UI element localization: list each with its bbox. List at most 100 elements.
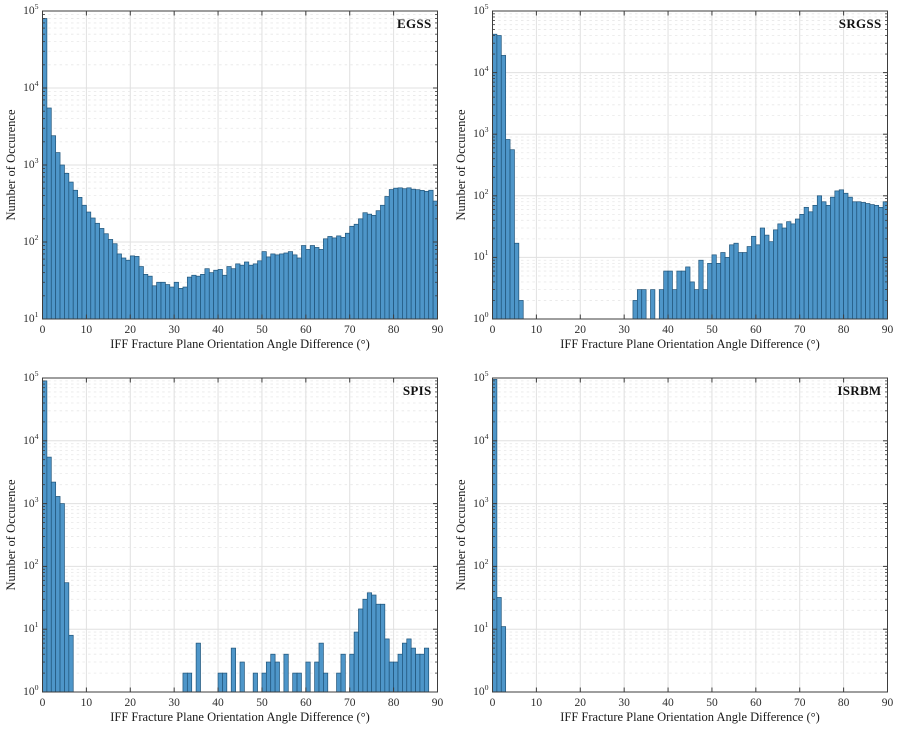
histogram-bar [244,261,250,320]
x-tick-label: 20 [124,697,137,709]
histogram-bar [64,582,70,693]
histogram-bar [393,187,399,320]
x-tick-label: 30 [618,324,630,336]
x-tick-label: 60 [300,324,312,336]
histogram-bar [843,192,849,320]
histogram-bar [46,107,52,320]
axes-box [492,10,888,320]
histogram-bar [279,253,285,320]
histogram-bar [790,223,796,320]
histogram-bar [658,289,665,320]
histogram-bar [786,221,792,320]
histogram-bar [213,269,219,320]
axes-box [42,377,438,693]
histogram-bar [340,653,346,693]
histogram-bar [217,672,223,693]
histogram-bar [77,197,83,320]
y-tick-label: 104 [23,431,39,447]
histogram-bar [492,379,498,693]
histogram-bar [380,204,386,320]
histogram-bar [160,281,166,320]
x-tick-label: 0 [489,697,496,709]
histogram-bar [388,189,394,320]
histogram-bar [650,289,656,320]
y-tick-label: 102 [23,557,39,573]
histogram-bar [55,496,61,693]
histogram-bar [208,272,215,320]
histogram-bar [72,189,78,320]
x-tick-label: 90 [431,697,444,709]
histogram-bar [134,256,140,320]
axis-ticks [492,10,888,320]
x-tick-label: 60 [750,697,762,709]
histogram-bar [169,286,175,320]
histogram-bar [283,252,289,320]
histogram-bar [314,661,320,693]
histogram-bar [388,661,394,693]
x-tick-label: 40 [662,324,674,336]
histogram-bar [204,268,210,320]
x-tick-label: 60 [300,697,312,709]
x-tick-label: 50 [706,324,718,336]
histogram-bar [270,653,276,693]
histogram-bar [689,281,695,320]
y-tick-label: 105 [473,369,489,384]
histogram-bar [514,242,520,320]
histogram-bars [492,379,507,693]
histogram-bar [50,135,57,320]
x-tick-label: 80 [387,697,400,709]
histogram-bar [226,266,232,320]
histogram-bar [737,252,744,320]
histogram-bar [230,647,236,693]
x-tick-label: 80 [837,697,850,709]
histogram-bar [353,631,359,693]
spis-plot [42,377,438,693]
histogram-bar [496,597,502,693]
histogram-bar [803,206,809,320]
histogram-bar [261,672,267,693]
histogram-bar [200,274,206,320]
y-tick-label: 103 [473,125,489,141]
histogram-bar [380,603,386,693]
histogram-bar [46,456,52,693]
histogram-bar [812,204,818,320]
y-tick-label: 101 [473,620,489,636]
histogram-bar [156,281,162,320]
histogram-bars [492,33,888,320]
histogram-bar [248,264,254,320]
histogram-bar [287,251,294,320]
histogram-bar [384,196,390,320]
histogram-bar [410,647,416,693]
histogram-bar [112,243,118,320]
histogram-bar [808,211,814,320]
srgss-plot [492,10,888,320]
histogram-bar [680,270,686,320]
histogram-bar [636,289,643,320]
histogram-bar [415,189,421,320]
histogram-bar [257,260,263,320]
histogram-bar [773,229,779,320]
egss-plot [42,10,438,320]
histogram-bar [55,152,61,320]
y-tick-label: 103 [23,156,39,171]
histogram-bar [274,254,280,320]
histogram-bar [147,275,153,320]
y-tick-label: 104 [473,431,489,447]
y-tick-label: 102 [473,557,489,573]
histogram-bar [371,594,377,693]
histogram-bar [230,268,236,320]
histogram-bar [707,263,713,320]
histogram-bar [173,281,179,320]
histogram-bar [296,672,302,693]
histogram-bar [305,249,311,320]
histogram-bar [384,638,390,693]
histogram-bar [423,647,430,693]
histogram-bar [349,225,355,320]
histogram-bar [265,661,272,693]
histogram-bar [107,239,114,320]
histogram-bar [305,661,311,693]
histogram-bar [151,285,157,320]
histogram-bar [406,638,412,693]
x-tick-label: 10 [530,324,543,336]
